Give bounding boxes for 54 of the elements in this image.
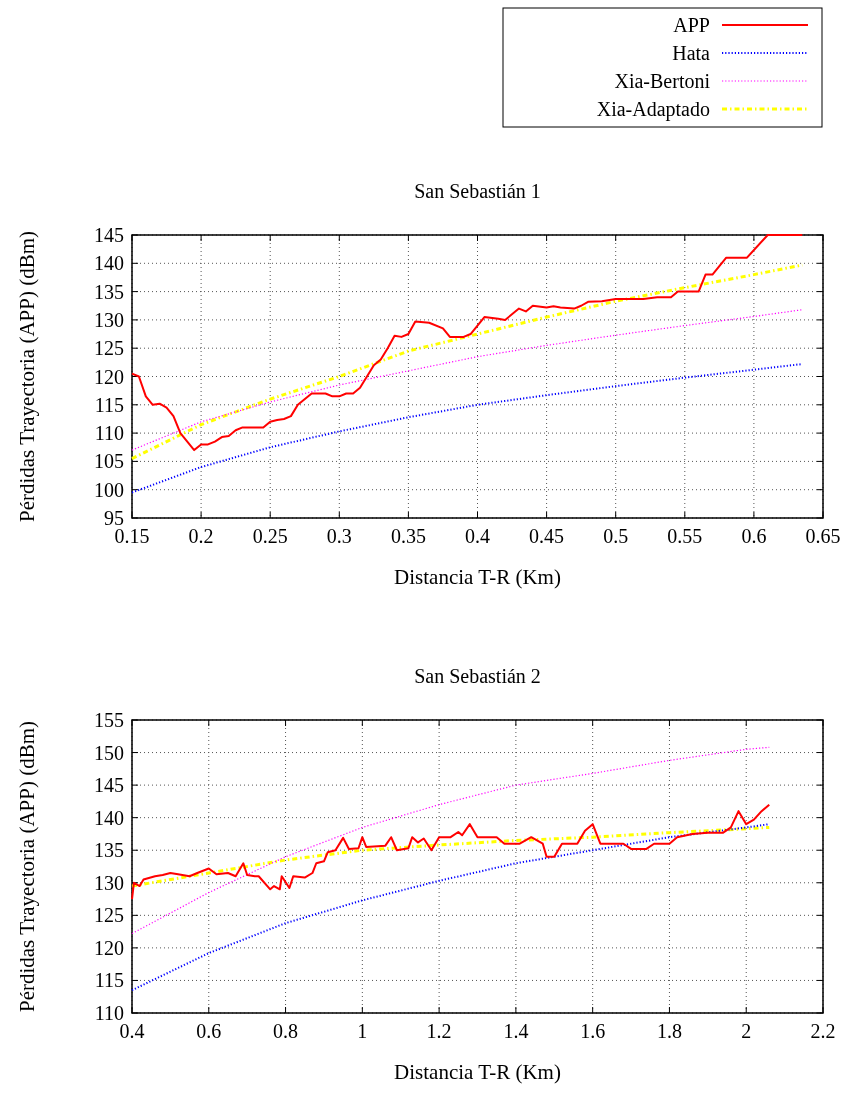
y-tick-label: 140 [94,252,124,275]
x-tick-label: 1.4 [503,1020,529,1042]
x-axis-title: Distancia T-R (Km) [394,1060,561,1084]
x-tick-label: 1.6 [580,1020,606,1042]
line-series [131,803,771,901]
y-tick-label: 135 [94,280,124,303]
x-tick-label: 1.2 [426,1020,452,1042]
x-tick-label: 0.5 [603,525,629,547]
y-tick-label: 145 [94,774,124,797]
y-tick-label: 130 [94,871,124,894]
x-tick-label: 0.55 [667,525,703,547]
y-tick-label: 130 [94,308,124,331]
y-tick-label: 115 [94,969,124,992]
x-tick-label: 0.2 [188,525,214,547]
legend-label: Xia-Bertoni [614,70,711,92]
x-tick-label: 0.65 [805,525,841,547]
y-tick-label: 110 [94,422,124,445]
chart-title: San Sebastián 1 [414,180,541,202]
line-series [131,746,770,935]
x-tick-label: 1 [357,1020,368,1042]
y-tick-label: 105 [94,450,124,473]
x-tick-label: 2.2 [810,1020,836,1042]
y-tick-label: 125 [94,337,124,360]
y-tick-label: 120 [94,936,124,959]
y-axis-title: Pérdidas Trayectoria (APP) (dBm) [15,720,39,1013]
line-series [131,363,804,494]
x-tick-label: 0.8 [273,1020,299,1042]
y-tick-label: 145 [94,224,124,246]
y-tick-label: 100 [94,478,124,501]
line-series [130,825,771,888]
y-axis-title: Pérdidas Trayectoria (APP) (dBm) [15,230,39,523]
legend-label: Hata [672,42,711,64]
y-tick-label: 125 [94,904,124,927]
x-tick-label: 0.6 [196,1020,222,1042]
x-tick-label: 0.4 [465,525,490,547]
line-series [131,234,804,452]
y-tick-label: 140 [94,806,124,829]
x-tick-label: 0.6 [741,525,767,547]
legend-label: Xia-Adaptado [596,98,710,121]
y-tick-label: 150 [94,741,124,764]
y-tick-label: 120 [94,365,124,388]
x-tick-label: 0.45 [529,525,565,547]
x-tick-label: 2 [741,1020,752,1042]
y-tick-label: 155 [94,709,124,731]
x-tick-label: 0.3 [326,525,352,547]
legend-label: APP [673,14,710,36]
y-tick-label: 135 [94,839,124,862]
chart-title: San Sebastián 2 [414,665,541,687]
x-tick-label: 0.35 [390,525,426,547]
x-tick-label: 1.8 [656,1020,682,1042]
y-tick-label: 115 [94,393,124,416]
x-tick-label: 0.25 [252,525,288,547]
x-axis-title: Distancia T-R (Km) [394,565,561,589]
line-series [131,309,803,451]
